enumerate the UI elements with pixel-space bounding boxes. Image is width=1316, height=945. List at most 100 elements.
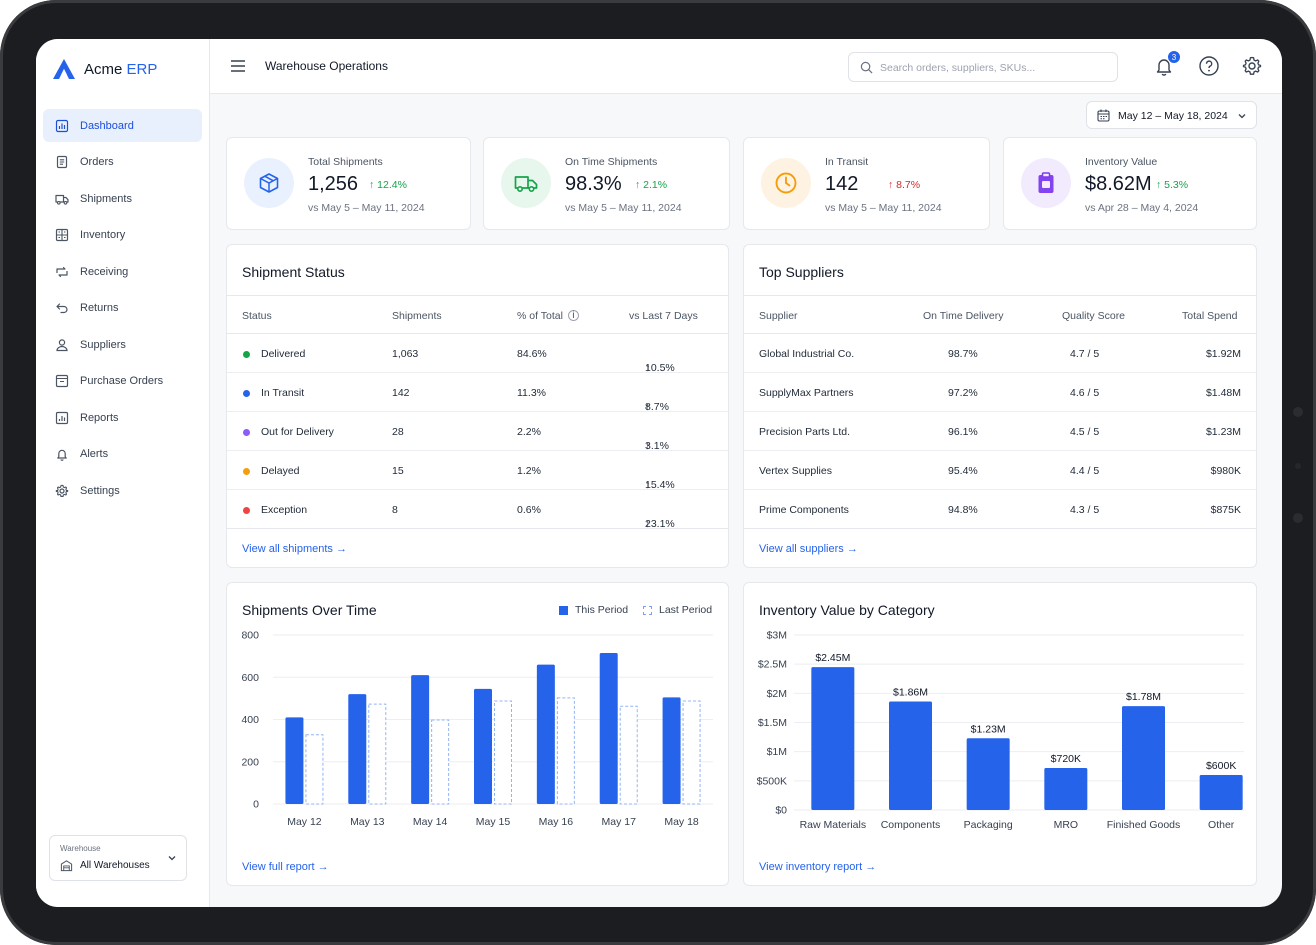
table-row[interactable]: Exception 8 0.6% ↑ 23.1% <box>227 490 728 530</box>
sidebar-item-alerts[interactable]: Alerts <box>43 438 202 471</box>
sidebar-item-label: Inventory <box>80 229 126 241</box>
y-tick-label: 800 <box>241 630 259 642</box>
table-header: Supplier On Time Delivery Quality Score … <box>744 295 1256 334</box>
app-name-accent: ERP <box>126 60 158 78</box>
sidebar-item-label: Reports <box>80 411 119 424</box>
supplier-cell: Vertex Supplies <box>759 465 832 477</box>
table-row[interactable]: Precision Parts Ltd. 96.1% 4.5 / 5 $1.23M <box>744 412 1256 451</box>
legend-swatch-dashed <box>643 606 652 615</box>
kpi-compare-text: vs May 5 – May 11, 2024 <box>565 202 682 214</box>
data-label: $2.45M <box>815 652 850 664</box>
table-row[interactable]: Out for Delivery 28 2.2% ↑ 3.1% <box>227 412 728 452</box>
info-icon[interactable]: i <box>567 310 579 321</box>
view-full-report-label: View full report <box>242 861 315 873</box>
sidebar: Acme ERP Dashboard Orders Shipments Invento… <box>36 39 210 907</box>
view-all-suppliers-link[interactable]: View all suppliers → <box>759 543 858 555</box>
table-row[interactable]: Global Industrial Co. 98.7% 4.7 / 5 $1.92M <box>744 334 1256 373</box>
kpi-value: 98.3% <box>565 173 622 195</box>
status-dot <box>243 507 250 514</box>
sidebar-item-purchase-orders[interactable]: Purchase Orders <box>43 365 202 398</box>
warehouse-icon <box>60 860 73 872</box>
notifications-badge: 3 <box>1167 50 1181 64</box>
status-cell: Exception <box>261 504 308 516</box>
menu-icon[interactable] <box>230 59 246 73</box>
sidebar-item-suppliers[interactable]: Suppliers <box>43 328 202 361</box>
kpi-card-total-shipments[interactable]: Total Shipments 1,256 ↑ 12.4% vs May 5 – Ma… <box>226 137 471 230</box>
column-header-vs-last: vs Last 7 Days <box>629 310 698 322</box>
sidebar-item-label: Returns <box>80 302 119 314</box>
sidebar-item-label: Alerts <box>80 448 109 460</box>
on-time-cell: 96.1% <box>948 426 978 438</box>
bar-last-period <box>682 700 701 805</box>
on-time-cell: 94.8% <box>948 504 978 516</box>
arrow-up-icon: ↑ <box>645 401 651 413</box>
data-label: $600K <box>1206 760 1236 772</box>
kpi-card-on-time-shipments[interactable]: On Time Shipments 98.3% ↑ 2.1% vs May 5 – M… <box>483 137 730 230</box>
table-row[interactable]: In Transit 142 11.3% ↑ 8.7% <box>227 373 728 413</box>
kpi-card-inventory-value[interactable]: Inventory Value $8.62M ↑ 5.3% vs Apr 28 – M… <box>1003 137 1257 230</box>
kpi-card-in-transit[interactable]: In Transit 142 ↑ 8.7% vs May 5 – May 11, 20… <box>743 137 990 230</box>
view-all-suppliers-label: View all suppliers <box>759 543 844 555</box>
status-dot <box>243 429 250 436</box>
sidebar-item-returns[interactable]: Returns <box>43 292 202 325</box>
delta-value: 3.1% <box>645 440 669 452</box>
delta-value: 15.4% <box>645 479 675 491</box>
orders-icon <box>56 155 68 169</box>
sidebar-item-reports[interactable]: Reports <box>43 401 202 434</box>
search-input[interactable] <box>880 59 1108 77</box>
date-range-picker[interactable]: May 12 – May 18, 2024 <box>1086 101 1257 129</box>
x-tick-label: MRO <box>1054 819 1079 831</box>
on-time-cell: 97.2% <box>948 387 978 399</box>
arrow-up-icon: ↑ <box>369 179 375 191</box>
bar-category <box>1044 768 1088 810</box>
kpi-label: Inventory Value <box>1085 156 1158 168</box>
bell-icon <box>1156 59 1172 76</box>
data-label: $1.78M <box>1126 691 1161 703</box>
table-row[interactable]: Delayed 15 1.2% ↑ 15.4% <box>227 451 728 491</box>
kpi-icon-badge <box>501 158 551 208</box>
column-header-shipments: Shipments <box>392 310 442 322</box>
kpi-delta-value: 8.7% <box>896 179 921 191</box>
column-header-percent-label: % of Total <box>517 310 563 322</box>
view-inventory-report-link[interactable]: View inventory report → <box>759 861 876 873</box>
kpi-value: $8.62M <box>1085 173 1152 195</box>
view-all-shipments-link[interactable]: View all shipments → <box>242 543 347 555</box>
view-full-report-link[interactable]: View full report → <box>242 861 329 873</box>
sidebar-item-dashboard[interactable]: Dashboard <box>43 109 202 142</box>
shipments-cell: 142 <box>392 387 410 399</box>
x-tick-label: May 17 <box>601 816 636 828</box>
percent-cell: 84.6% <box>517 348 547 360</box>
sidebar-item-orders[interactable]: Orders <box>43 146 202 179</box>
x-tick-label: Other <box>1208 819 1235 831</box>
x-tick-label: Components <box>881 819 941 831</box>
table-row[interactable]: Prime Components 94.8% 4.3 / 5 $875K <box>744 490 1256 529</box>
chart-title: Shipments Over Time <box>242 602 377 618</box>
sidebar-item-shipments[interactable]: Shipments <box>43 182 202 215</box>
warehouse-select[interactable]: Warehouse All Warehouses <box>49 835 187 881</box>
supplier-cell: Global Industrial Co. <box>759 348 855 360</box>
shipments-cell: 28 <box>392 426 404 438</box>
settings-button[interactable] <box>1241 55 1263 77</box>
sidebar-item-inventory[interactable]: Inventory <box>43 219 202 252</box>
bar-last-period <box>494 700 512 805</box>
app-logo[interactable]: Acme ERP <box>52 58 157 80</box>
table-row[interactable]: SupplyMax Partners 97.2% 4.6 / 5 $1.48M <box>744 373 1256 412</box>
sidebar-item-receiving[interactable]: Receiving <box>43 255 202 288</box>
truck-icon <box>514 176 538 193</box>
notifications-button[interactable]: 3 <box>1153 50 1181 77</box>
percent-cell: 0.6% <box>517 504 541 516</box>
bar-this-period <box>599 652 618 804</box>
table-row[interactable]: Vertex Supplies 95.4% 4.4 / 5 $980K <box>744 451 1256 490</box>
inventory-icon <box>55 228 69 242</box>
bar-category <box>966 738 1010 810</box>
help-button[interactable] <box>1198 55 1220 77</box>
purchase-orders-icon <box>55 374 69 388</box>
sidebar-item-settings[interactable]: Settings <box>43 474 202 507</box>
data-label: $1.86M <box>893 687 928 699</box>
status-cell: Delivered <box>261 348 306 360</box>
help-icon <box>1199 56 1219 76</box>
table-row[interactable]: Delivered 1,063 84.6% ↑ 10.5% <box>227 334 728 374</box>
app-screen: Acme ERP Dashboard Orders Shipments Invento… <box>36 39 1282 907</box>
bar-this-period <box>536 664 555 804</box>
y-tick-label: $0 <box>775 805 787 817</box>
